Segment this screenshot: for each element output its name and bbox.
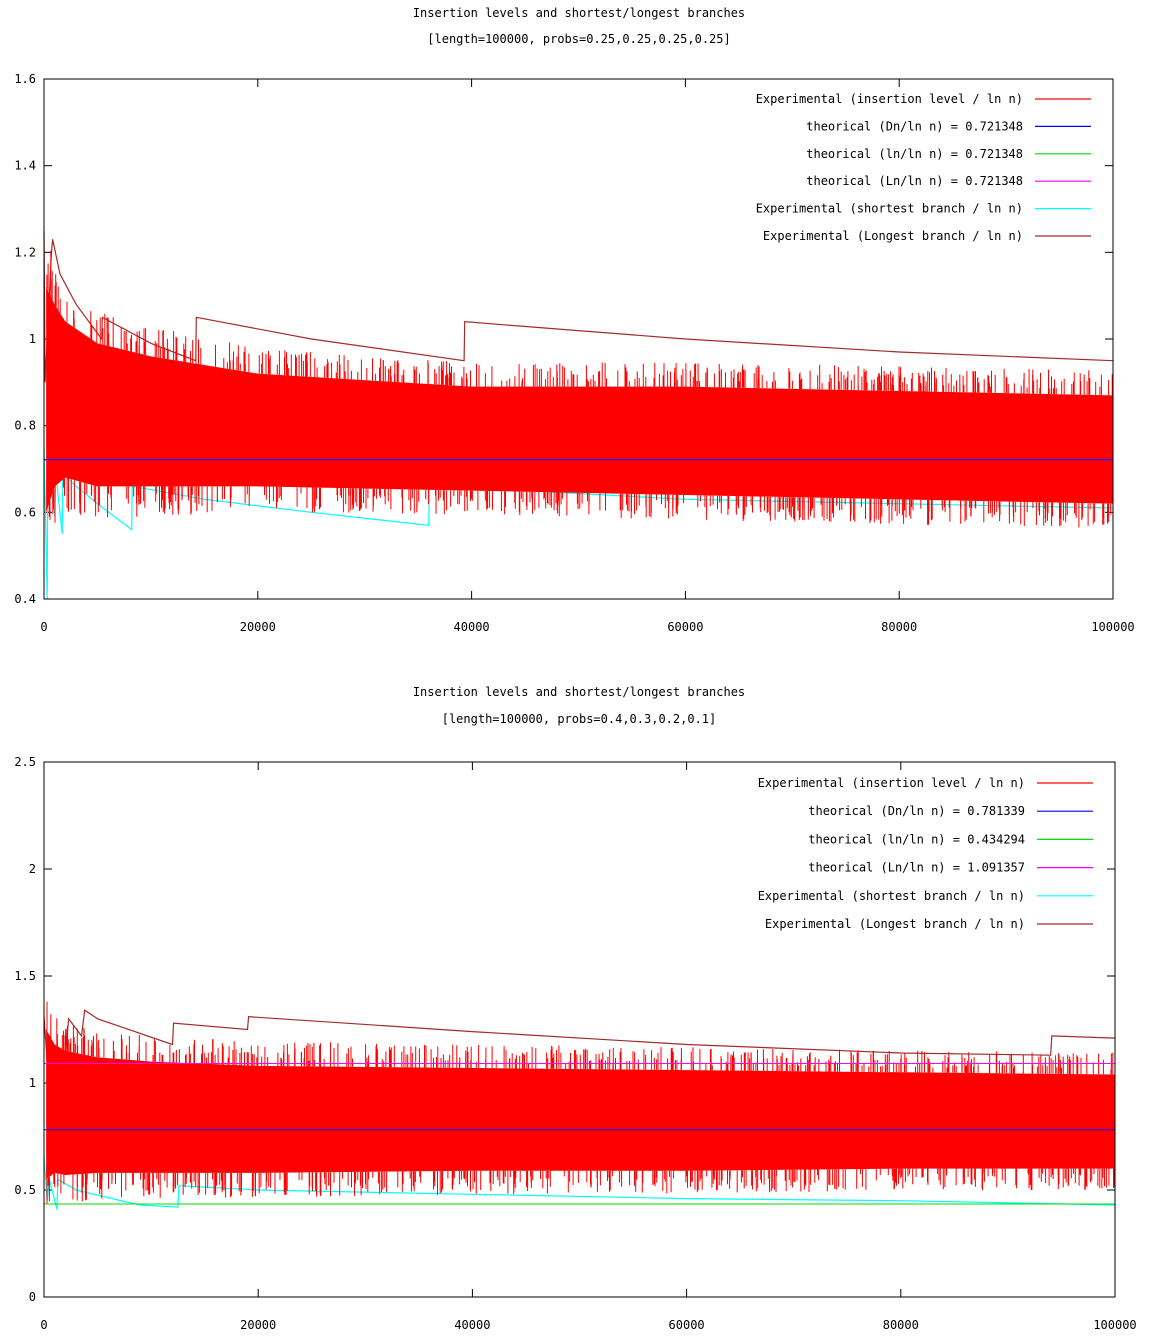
chart-1-subtitle: [length=100000, probs=0.25,0.25,0.25,0.2… xyxy=(427,32,730,46)
y-tick-label: 1.6 xyxy=(14,72,36,86)
legend-label: theorical (Ln/ln n) = 0.721348 xyxy=(806,174,1023,188)
chart-2-frame xyxy=(43,761,1116,1298)
x-tick-label: 60000 xyxy=(669,1318,705,1332)
x-tick-label: 40000 xyxy=(454,1318,490,1332)
y-tick-label: 2 xyxy=(29,862,36,876)
y-tick-label: 0.8 xyxy=(14,419,36,433)
x-tick-label: 100000 xyxy=(1091,620,1134,634)
legend-label: theorical (Dn/ln n) = 0.721348 xyxy=(806,119,1023,133)
y-tick-label: 0.5 xyxy=(14,1183,36,1197)
x-tick-label: 20000 xyxy=(240,620,276,634)
y-tick-label: 1.5 xyxy=(14,969,36,983)
chart-2-title: Insertion levels and shortest/longest br… xyxy=(413,685,745,699)
chart-1: Insertion levels and shortest/longest br… xyxy=(14,6,1134,634)
x-tick-label: 100000 xyxy=(1093,1318,1136,1332)
series-insertion-level xyxy=(46,250,1114,528)
x-tick-label: 20000 xyxy=(240,1318,276,1332)
y-tick-label: 1.2 xyxy=(14,245,36,259)
series-insertion-level xyxy=(46,1001,1116,1204)
x-tick-label: 60000 xyxy=(667,620,703,634)
chart-1-legend: Experimental (insertion level / ln n) the… xyxy=(756,92,1091,243)
y-tick-label: 0.6 xyxy=(14,505,36,519)
series-longest-branch xyxy=(43,230,1114,383)
chart-2-subtitle: [length=100000, probs=0.4,0.3,0.2,0.1] xyxy=(442,712,717,726)
legend-label: Experimental (Longest branch / ln n) xyxy=(765,917,1025,931)
insertion-level-spikes xyxy=(46,250,1113,528)
legend-label: Experimental (insertion level / ln n) xyxy=(758,776,1025,790)
y-tick-label: 0.4 xyxy=(14,592,36,606)
series-shortest-branch xyxy=(43,1155,1116,1210)
insertion-level-band xyxy=(46,1029,1116,1180)
legend-label: Experimental (insertion level / ln n) xyxy=(756,92,1023,106)
chart-2: Insertion levels and shortest/longest br… xyxy=(14,685,1136,1332)
chart-2-legend: Experimental (insertion level / ln n) the… xyxy=(758,776,1093,931)
chart-1-ticks: 0.4 0.6 0.8 1 1.2 1.4 1.6 0 20000 40000 60000 80000… xyxy=(14,72,1134,634)
x-tick-label: 40000 xyxy=(454,620,490,634)
x-tick-label: 0 xyxy=(40,620,47,634)
y-tick-label: 1 xyxy=(29,332,36,346)
legend-label: theorical (ln/ln n) = 0.721348 xyxy=(806,147,1023,161)
legend-label: Experimental (Longest branch / ln n) xyxy=(763,229,1023,243)
y-tick-label: 2.5 xyxy=(14,755,36,769)
y-tick-label: 0 xyxy=(29,1290,36,1304)
legend-label: theorical (Ln/ln n) = 1.091357 xyxy=(808,861,1025,875)
x-tick-label: 80000 xyxy=(883,1318,919,1332)
chart-2-plot-area xyxy=(43,1001,1116,1210)
legend-label: Experimental (shortest branch / ln n) xyxy=(756,202,1023,216)
chart-1-frame xyxy=(43,78,1114,600)
chart-1-plot-area xyxy=(43,230,1114,600)
x-tick-label: 80000 xyxy=(881,620,917,634)
legend-label: Experimental (shortest branch / ln n) xyxy=(758,889,1025,903)
y-tick-label: 1.4 xyxy=(14,159,36,173)
chart-1-title: Insertion levels and shortest/longest br… xyxy=(413,6,745,20)
legend-label: theorical (ln/ln n) = 0.434294 xyxy=(808,832,1025,846)
x-tick-label: 0 xyxy=(40,1318,47,1332)
insertion-level-band xyxy=(46,287,1114,513)
y-tick-label: 1 xyxy=(29,1076,36,1090)
legend-label: theorical (Dn/ln n) = 0.781339 xyxy=(808,804,1025,818)
